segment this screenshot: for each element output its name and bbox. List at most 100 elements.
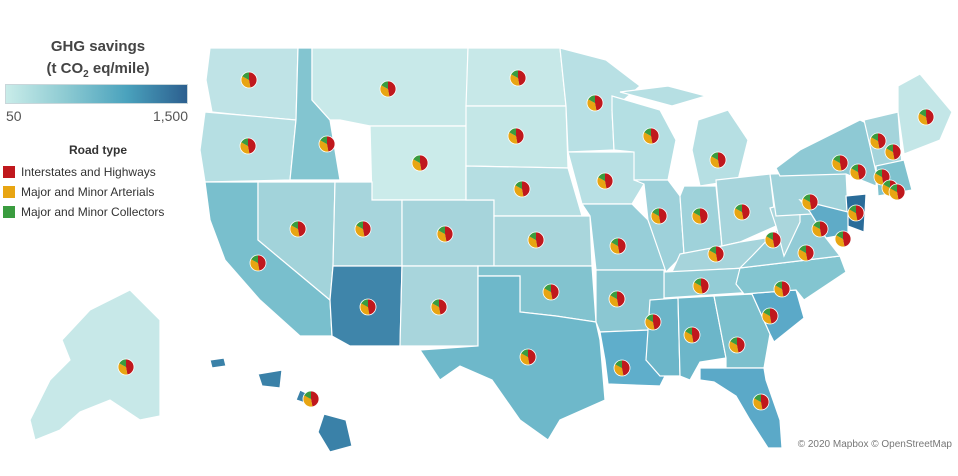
legend-subtitle-sub: 2 [83, 69, 89, 80]
pie-marker[interactable] [683, 326, 701, 344]
pie-slice [609, 295, 619, 307]
pie-marker[interactable] [519, 348, 537, 366]
pie-outline [436, 225, 454, 243]
pie-marker[interactable] [430, 298, 448, 316]
pie-marker[interactable] [650, 207, 668, 225]
pie-marker[interactable] [834, 230, 852, 248]
pie-marker[interactable] [609, 237, 627, 255]
pie-outline [847, 204, 865, 222]
pie-slice [126, 359, 135, 375]
pie-marker[interactable] [869, 132, 887, 150]
pie-slice [878, 133, 886, 149]
pie-marker[interactable] [608, 290, 626, 308]
pie-slice [897, 184, 905, 200]
pie-marker[interactable] [764, 231, 782, 249]
pie-marker[interactable] [302, 390, 320, 408]
pie-marker[interactable] [436, 225, 454, 243]
pie-marker[interactable] [692, 277, 710, 295]
pie-marker[interactable] [318, 135, 336, 153]
pie-outline [240, 71, 258, 89]
pie-marker[interactable] [733, 203, 751, 221]
legend-subtitle-post: eq/mile) [88, 60, 150, 77]
pie-marker[interactable] [359, 298, 377, 316]
scale-min-label: 50 [6, 108, 22, 124]
pie-slice [850, 168, 860, 180]
pie-slice [617, 291, 625, 307]
pie-marker[interactable] [379, 80, 397, 98]
pie-marker[interactable] [728, 336, 746, 354]
pie-marker[interactable] [707, 245, 725, 263]
pie-marker[interactable] [586, 94, 604, 112]
pie-slice [327, 136, 335, 152]
pie-slice [708, 250, 718, 262]
pie-marker[interactable] [801, 193, 819, 211]
pie-slice [522, 181, 530, 197]
pie-slice [889, 188, 899, 200]
pie-slice [240, 76, 251, 88]
pie-marker[interactable] [811, 220, 829, 238]
pie-slice [618, 238, 626, 254]
pie-outline [613, 359, 631, 377]
pie-outline [509, 69, 527, 87]
road-type-label: Major and Minor Arterials [21, 185, 155, 199]
pie-slice [439, 299, 448, 315]
pie-marker[interactable] [691, 207, 709, 225]
pie-marker[interactable] [354, 220, 372, 238]
pie-outline [642, 127, 660, 145]
pie-marker[interactable] [289, 220, 307, 238]
pie-slice [354, 225, 365, 237]
pie-marker[interactable] [240, 71, 258, 89]
pie-outline [379, 80, 397, 98]
pie-outline [773, 280, 791, 298]
pie-marker[interactable] [752, 393, 770, 411]
pie-slice [520, 353, 530, 365]
pie-outline [728, 336, 746, 354]
hawaii-island-1 [209, 357, 227, 369]
pie-slice [298, 221, 306, 237]
pie-slice [840, 155, 848, 171]
pie-marker[interactable] [884, 143, 902, 161]
pie-marker[interactable] [888, 183, 906, 201]
pie-marker[interactable] [542, 283, 560, 301]
scale-max-label: 1,500 [152, 108, 188, 124]
pie-marker[interactable] [831, 154, 849, 172]
pie-marker[interactable] [513, 180, 531, 198]
pie-marker[interactable] [642, 127, 660, 145]
pie-marker[interactable] [509, 69, 527, 87]
pie-marker[interactable] [917, 108, 935, 126]
pie-marker[interactable] [761, 307, 779, 325]
pie-outline [691, 207, 709, 225]
pie-slice [420, 155, 428, 171]
pie-slice [734, 208, 744, 220]
map-credit[interactable]: © 2020 Mapbox © OpenStreetMap [797, 439, 952, 450]
pie-marker[interactable] [849, 163, 867, 181]
pie-outline [289, 220, 307, 238]
pie-marker[interactable] [117, 358, 135, 376]
state-illinois [633, 179, 685, 274]
pie-marker[interactable] [411, 154, 429, 172]
pie-marker[interactable] [527, 231, 545, 249]
pie-slice [536, 232, 544, 248]
pie-marker[interactable] [773, 280, 791, 298]
pie-slice [770, 308, 778, 324]
pie-marker[interactable] [507, 127, 525, 145]
pie-outline [644, 313, 662, 331]
pie-marker[interactable] [797, 244, 815, 262]
state-michigan [691, 109, 749, 187]
pie-slice [318, 140, 329, 152]
pie-marker[interactable] [239, 137, 257, 155]
pie-outline [411, 154, 429, 172]
pie-marker[interactable] [613, 359, 631, 377]
pie-outline [239, 137, 257, 155]
pie-slice [870, 137, 880, 149]
pie-marker[interactable] [249, 254, 267, 272]
pie-marker[interactable] [644, 313, 662, 331]
pie-marker[interactable] [596, 172, 614, 190]
pie-marker[interactable] [709, 151, 727, 169]
pie-marker[interactable] [847, 204, 865, 222]
pie-slice [885, 148, 895, 160]
pie-outline [811, 220, 829, 238]
pie-slice [835, 235, 845, 247]
pie-outline [801, 193, 819, 211]
